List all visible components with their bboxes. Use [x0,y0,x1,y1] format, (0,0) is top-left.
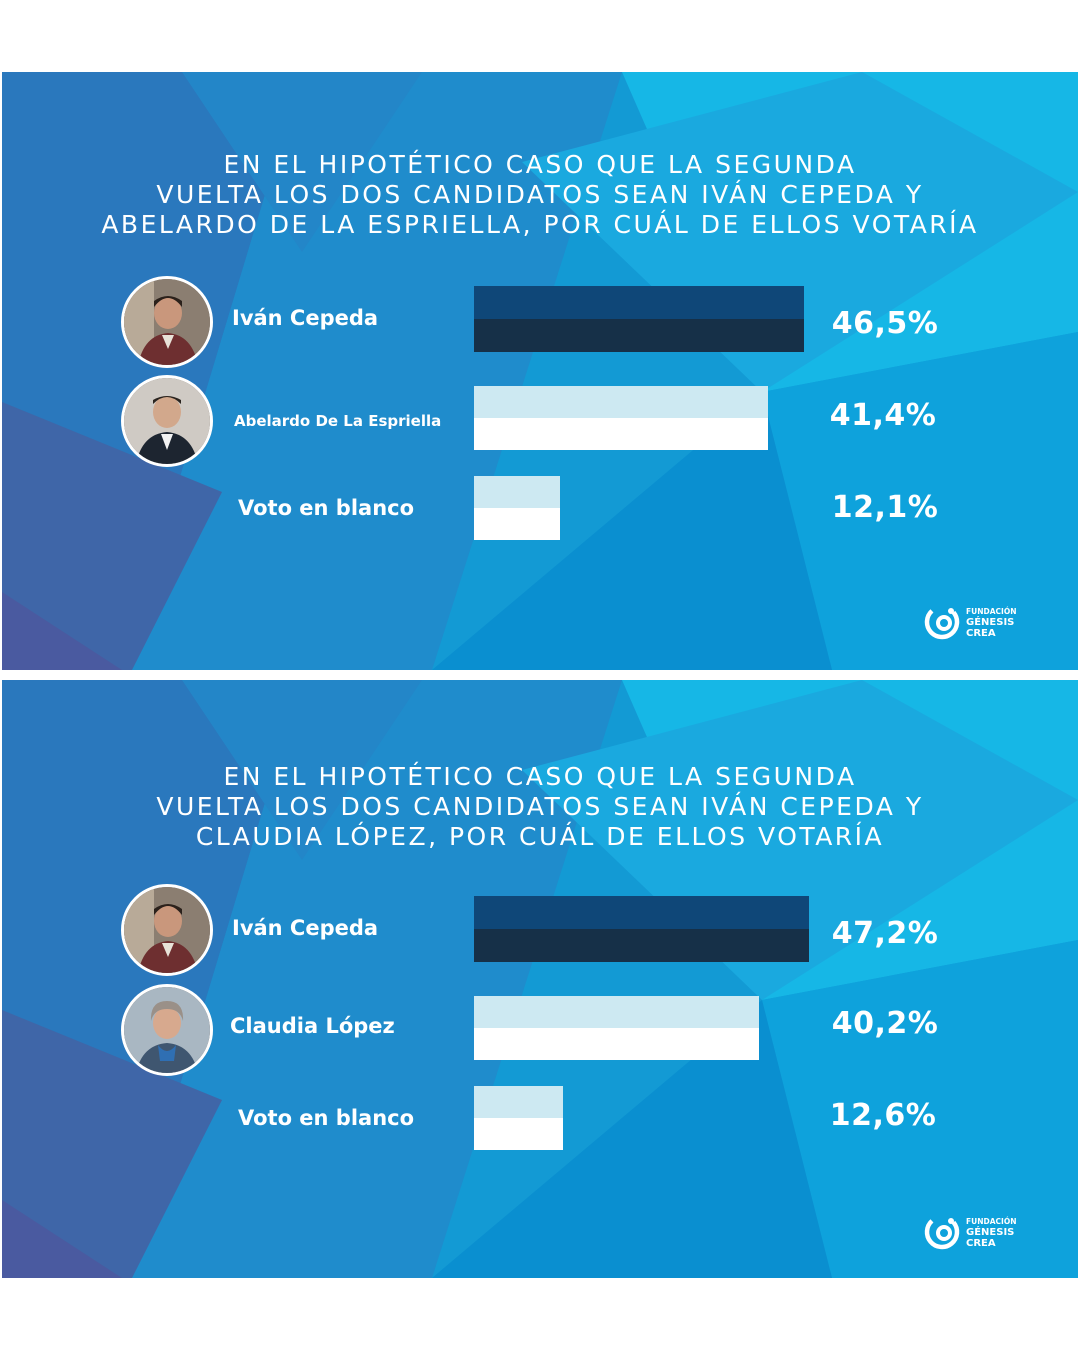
value-label: 12,6% [829,1098,937,1133]
logo-text: CREA [966,628,996,639]
bar-claudia-lopez [474,996,759,1060]
bar-top-half [474,476,560,508]
bar-top-half [474,896,809,929]
bar-bottom-half [474,319,804,352]
logo-text: GÉNESIS [966,617,1015,628]
chart-title-line: VUELTA LOS DOS CANDIDATOS SEAN IVÁN CEPE… [156,792,924,821]
chart-title: EN EL HIPOTÉTICO CASO QUE LA SEGUNDA VUE… [42,762,1038,852]
chart-title-line: EN EL HIPOTÉTICO CASO QUE LA SEGUNDA [223,762,857,791]
bar-bottom-half [474,1118,563,1150]
genesis-crea-logo-icon [924,604,960,640]
logo-text: FUNDACIÓN [966,607,1017,616]
value-label: 40,2% [831,1006,939,1041]
candidate-label: Iván Cepeda [232,916,379,940]
ivan-cepeda-photo [121,276,213,368]
bar-bottom-half [474,418,768,450]
bar-top-half [474,1086,563,1118]
bar-top-half [474,996,759,1028]
value-label: 47,2% [831,916,939,951]
chart-title-line: ABELARDO DE LA ESPRIELLA, POR CUÁL DE EL… [101,210,979,239]
value-label: 46,5% [831,306,939,341]
panel-background-polygons [2,72,1078,670]
genesis-crea-logo: FUNDACIÓN GÉNESIS CREA [922,1212,1032,1252]
ivan-cepeda-photo [121,884,213,976]
candidate-label: Iván Cepeda [232,306,379,330]
genesis-crea-logo-icon [924,1214,960,1250]
logo-text: CREA [966,1238,996,1249]
candidate-label: Voto en blanco [238,1106,415,1130]
value-label: 12,1% [831,490,939,525]
bar-voto-en-blanco [474,1086,563,1150]
chart-title: EN EL HIPOTÉTICO CASO QUE LA SEGUNDA VUE… [42,150,1038,240]
candidate-label: Voto en blanco [238,496,415,520]
bar-voto-en-blanco [474,476,560,540]
bar-bottom-half [474,1028,759,1060]
bar-top-half [474,286,804,319]
chart-title-line: CLAUDIA LÓPEZ, POR CUÁL DE ELLOS VOTARÍA [195,822,885,851]
genesis-crea-logo: FUNDACIÓN GÉNESIS CREA [922,602,1032,642]
poll-panel-cepeda-vs-espriella: EN EL HIPOTÉTICO CASO QUE LA SEGUNDA VUE… [2,72,1078,670]
candidate-label: Claudia López [230,1014,395,1038]
bar-ivan-cepeda [474,896,809,962]
logo-text: GÉNESIS [966,1227,1015,1238]
bar-ivan-cepeda [474,286,804,352]
abelardo-de-la-espriella-photo [121,375,213,467]
bar-top-half [474,386,768,418]
bar-abelardo-de-la-espriella [474,386,768,450]
candidate-label: Abelardo De La Espriella [234,412,442,430]
chart-title-line: VUELTA LOS DOS CANDIDATOS SEAN IVÁN CEPE… [156,180,924,209]
chart-title-line: EN EL HIPOTÉTICO CASO QUE LA SEGUNDA [223,150,857,179]
claudia-lopez-photo [121,984,213,1076]
bar-bottom-half [474,929,809,962]
value-label: 41,4% [829,398,937,433]
logo-text: FUNDACIÓN [966,1217,1017,1226]
panel-background-polygons [2,680,1078,1278]
bar-bottom-half [474,508,560,540]
poll-panel-cepeda-vs-lopez: EN EL HIPOTÉTICO CASO QUE LA SEGUNDA VUE… [2,680,1078,1278]
